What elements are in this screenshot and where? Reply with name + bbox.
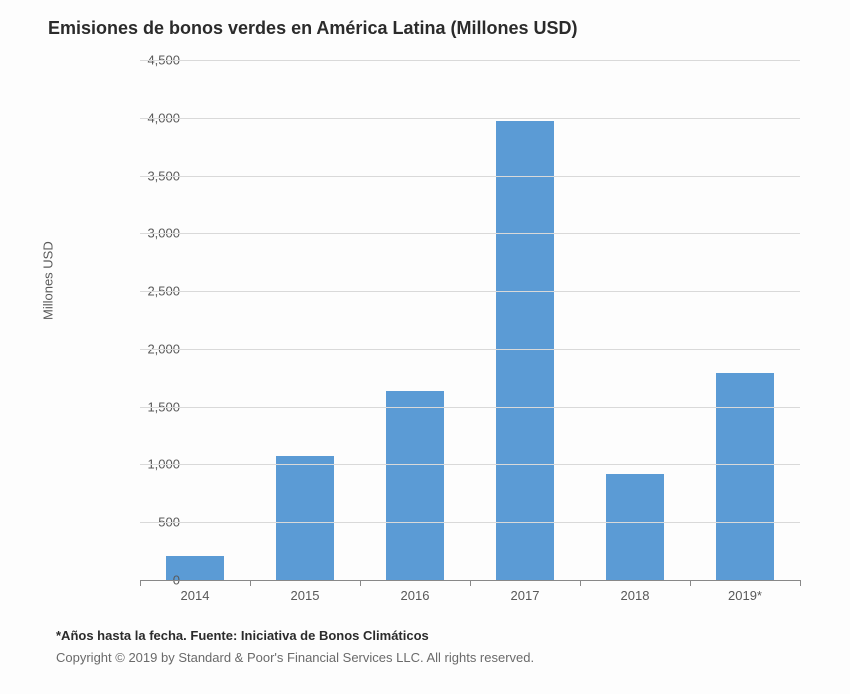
x-tick-label: 2017 — [511, 588, 540, 603]
chart-footnote: *Años hasta la fecha. Fuente: Iniciativa… — [56, 628, 429, 643]
gridline — [140, 291, 800, 292]
x-tick-label: 2016 — [401, 588, 430, 603]
gridline — [140, 118, 800, 119]
x-tick-label: 2015 — [291, 588, 320, 603]
x-tick-mark — [250, 580, 251, 586]
plot-area — [140, 60, 800, 580]
bars-container — [140, 60, 800, 580]
gridline — [140, 176, 800, 177]
x-tick-label: 2014 — [181, 588, 210, 603]
x-tick-label: 2019* — [728, 588, 762, 603]
bar — [496, 121, 553, 580]
gridline — [140, 60, 800, 61]
x-tick-mark — [140, 580, 141, 586]
bar — [716, 373, 773, 580]
bar — [606, 474, 663, 580]
chart-copyright: Copyright © 2019 by Standard & Poor's Fi… — [56, 650, 534, 665]
x-tick-mark — [800, 580, 801, 586]
x-tick-mark — [580, 580, 581, 586]
chart-title: Emisiones de bonos verdes en América Lat… — [48, 18, 577, 39]
x-tick-mark — [470, 580, 471, 586]
gridline — [140, 464, 800, 465]
x-tick-mark — [360, 580, 361, 586]
bar — [386, 391, 443, 581]
x-tick-label: 2018 — [621, 588, 650, 603]
gridline — [140, 233, 800, 234]
gridline — [140, 349, 800, 350]
y-axis-label: Millones USD — [41, 241, 56, 320]
gridline — [140, 522, 800, 523]
x-tick-mark — [690, 580, 691, 586]
bar — [276, 456, 333, 580]
gridline — [140, 407, 800, 408]
